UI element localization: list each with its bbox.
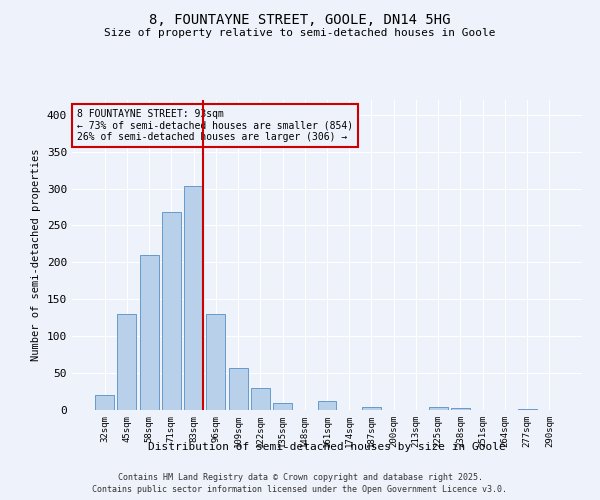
- Bar: [317, 401, 337, 410]
- Bar: [362, 407, 381, 410]
- Bar: [251, 388, 270, 410]
- Text: 8, FOUNTAYNE STREET, GOOLE, DN14 5HG: 8, FOUNTAYNE STREET, GOOLE, DN14 5HG: [149, 12, 451, 26]
- Bar: [229, 368, 248, 410]
- Text: Distribution of semi-detached houses by size in Goole: Distribution of semi-detached houses by …: [148, 442, 506, 452]
- Text: Contains HM Land Registry data © Crown copyright and database right 2025.: Contains HM Land Registry data © Crown c…: [118, 472, 482, 482]
- Bar: [451, 408, 470, 410]
- Text: 8 FOUNTAYNE STREET: 93sqm
← 73% of semi-detached houses are smaller (854)
26% of: 8 FOUNTAYNE STREET: 93sqm ← 73% of semi-…: [77, 110, 353, 142]
- Bar: [162, 212, 181, 410]
- Text: Contains public sector information licensed under the Open Government Licence v3: Contains public sector information licen…: [92, 485, 508, 494]
- Bar: [95, 395, 114, 410]
- Bar: [184, 186, 203, 410]
- Bar: [206, 314, 225, 410]
- Bar: [518, 408, 536, 410]
- Bar: [118, 314, 136, 410]
- Bar: [273, 402, 292, 410]
- Y-axis label: Number of semi-detached properties: Number of semi-detached properties: [31, 149, 41, 361]
- Bar: [429, 407, 448, 410]
- Text: Size of property relative to semi-detached houses in Goole: Size of property relative to semi-detach…: [104, 28, 496, 38]
- Bar: [140, 255, 158, 410]
